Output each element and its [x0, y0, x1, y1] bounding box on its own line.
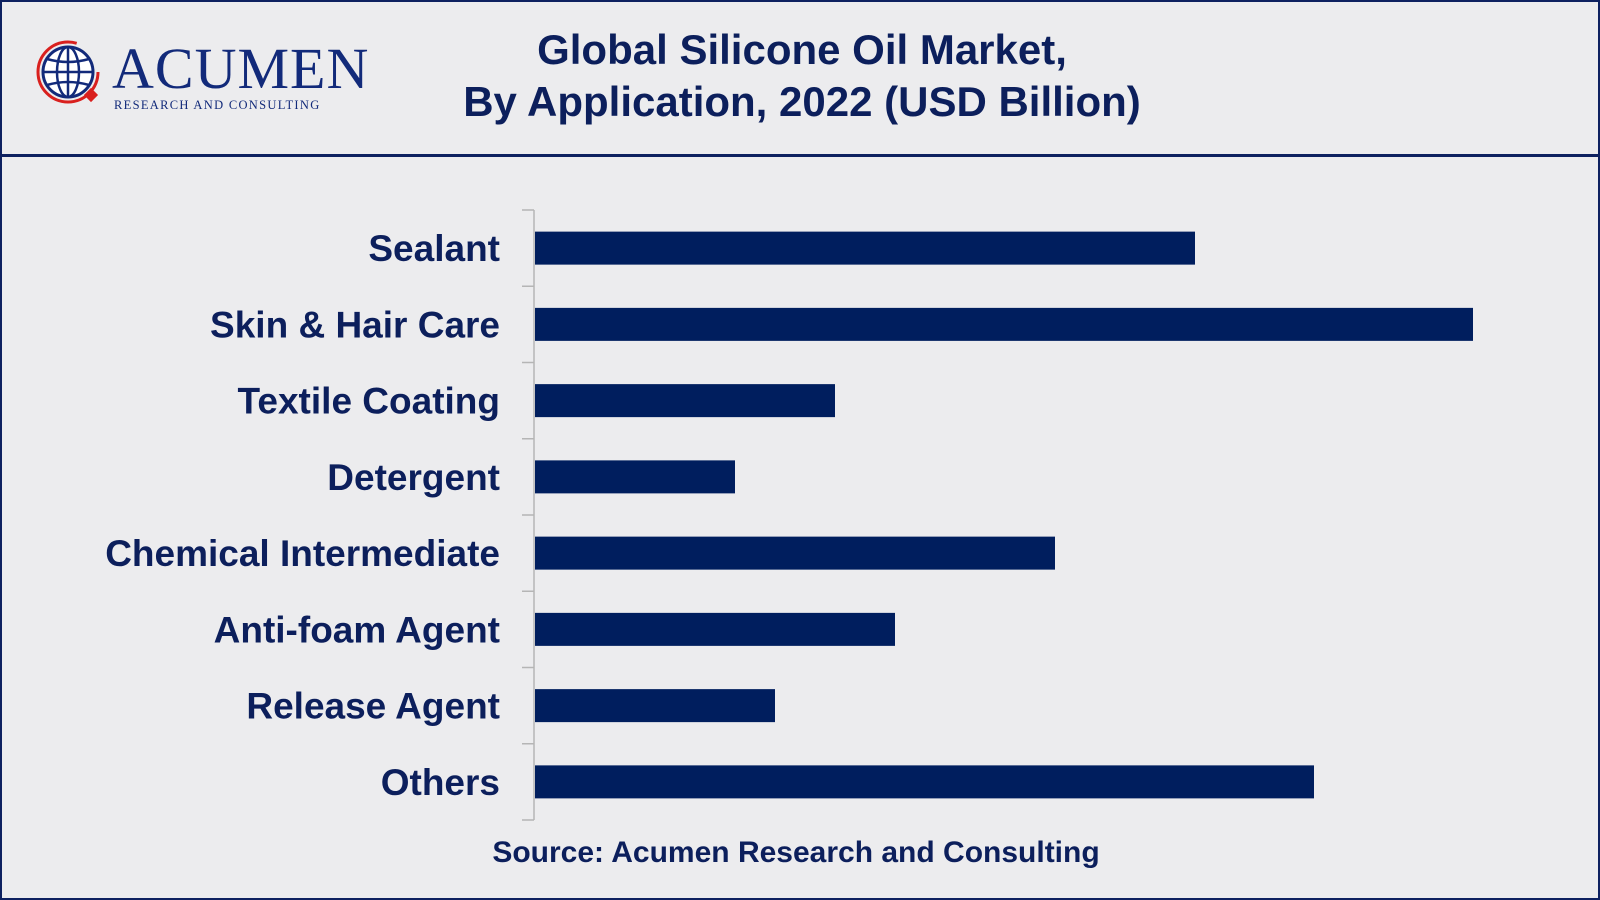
bar — [535, 612, 895, 646]
bar — [535, 307, 1473, 341]
source-note: Source: Acumen Research and Consulting — [492, 836, 1100, 869]
category-label: Chemical Intermediate — [105, 533, 500, 574]
header: ACUMEN RESEARCH AND CONSULTING Global Si… — [2, 2, 1598, 157]
category-label: Textile Coating — [238, 381, 500, 422]
chart-title-line-1: Global Silicone Oil Market, — [537, 26, 1067, 73]
category-label: Sealant — [368, 228, 500, 269]
chart-title: Global Silicone Oil Market, By Applicati… — [382, 24, 1222, 128]
category-label: Release Agent — [246, 686, 500, 727]
logo-subtitle: RESEARCH AND CONSULTING — [114, 98, 321, 112]
category-label: Detergent — [327, 457, 500, 498]
chart-title-line-2: By Application, 2022 (USD Billion) — [463, 78, 1141, 125]
category-label: Anti-foam Agent — [214, 609, 500, 650]
bar — [535, 460, 735, 494]
bar — [535, 765, 1314, 799]
globe-icon — [36, 40, 100, 104]
category-label: Skin & Hair Care — [210, 304, 500, 345]
bar — [535, 689, 775, 723]
bar — [535, 231, 1195, 265]
bar — [535, 384, 835, 418]
category-label: Others — [381, 762, 500, 803]
bar — [535, 536, 1055, 570]
logo-wordmark: ACUMEN — [112, 36, 370, 101]
logo: ACUMEN RESEARCH AND CONSULTING — [32, 32, 368, 116]
